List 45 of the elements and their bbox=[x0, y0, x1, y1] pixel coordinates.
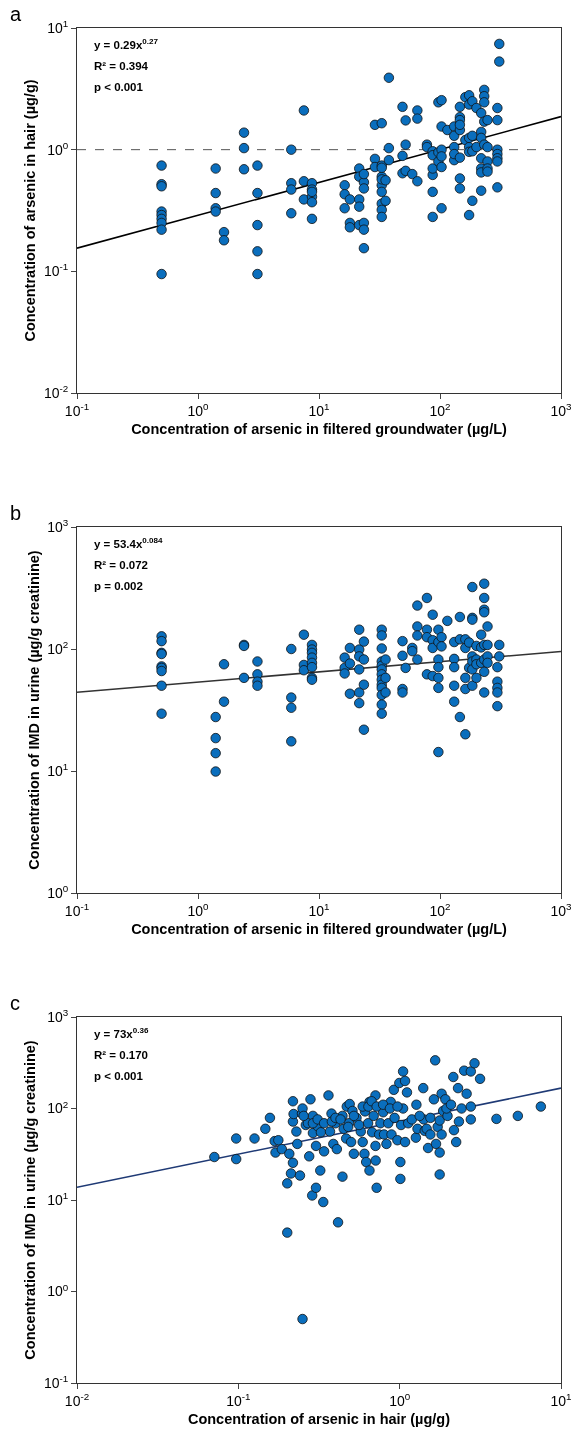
y-axis-title: Concentration of IMD in urine (µg/g creatinine) bbox=[22, 1040, 39, 1360]
annotation: p = 0.002 bbox=[94, 580, 143, 592]
annotation: y = 53.4x$^{0.084}$ bbox=[94, 536, 163, 550]
y-tick-label: 10$^{3}$ bbox=[47, 1007, 69, 1025]
x-tick-label: 10$^{2}$ bbox=[429, 900, 451, 919]
chart-title: c bbox=[10, 992, 20, 1014]
x-tick-label: 10$^{0}$ bbox=[187, 900, 210, 919]
y-axis-title: Concentration of IMD in urine (µg/g creatinine) bbox=[25, 550, 42, 870]
y-tick-label: 10$^{0}$ bbox=[47, 139, 69, 158]
x-tick-label: 10$^{2}$ bbox=[429, 400, 451, 419]
y-tick-label: 10$^{-1}$ bbox=[43, 1373, 69, 1391]
annotation: y = 0.29x$^{0.27}$ bbox=[94, 37, 159, 51]
x-tick-label: 10$^{0}$ bbox=[187, 400, 210, 419]
y-tick-label: 10$^{0}$ bbox=[47, 1281, 69, 1300]
annotation: p < 0.001 bbox=[94, 1070, 144, 1082]
y-tick-label: 10$^{-1}$ bbox=[43, 261, 69, 280]
annotation: R² = 0.072 bbox=[94, 559, 149, 571]
y-tick-label: 10$^{1}$ bbox=[47, 18, 69, 36]
y-tick-label: 10$^{1}$ bbox=[47, 761, 69, 779]
x-tick-label: 10$^{1}$ bbox=[308, 400, 330, 419]
x-tick-label: 10$^{3}$ bbox=[550, 400, 573, 419]
x-tick-label: 10$^{-1}$ bbox=[226, 1390, 251, 1409]
y-tick-label: 10$^{1}$ bbox=[47, 1190, 69, 1208]
x-tick-label: 10$^{-1}$ bbox=[64, 400, 90, 419]
x-axis-title: Concentration of arsenic in filtered groundwater (µg/L) bbox=[131, 421, 508, 438]
x-axis-title: Concentration of arsenic in filtered groundwater (µg/L) bbox=[131, 921, 508, 938]
chart-title: b bbox=[10, 502, 22, 524]
y-tick-label: 10$^{2}$ bbox=[47, 639, 69, 657]
annotation: p < 0.001 bbox=[94, 81, 144, 93]
x-tick-label: 10$^{1}$ bbox=[550, 1390, 572, 1409]
annotation: R² = 0.394 bbox=[94, 60, 149, 72]
x-axis-title: Concentration of arsenic in hair (µg/g) bbox=[187, 1411, 451, 1428]
x-tick-label: 10$^{1}$ bbox=[308, 900, 330, 919]
x-tick-label: 10$^{0}$ bbox=[389, 1390, 411, 1409]
x-tick-label: 10$^{3}$ bbox=[550, 900, 573, 919]
x-tick-label: 10$^{-2}$ bbox=[64, 1390, 90, 1409]
y-tick-label: 10$^{0}$ bbox=[47, 883, 69, 901]
annotation: y = 73x$^{0.36}$ bbox=[94, 1026, 149, 1040]
x-tick-label: 10$^{-1}$ bbox=[64, 900, 90, 919]
annotation: R² = 0.170 bbox=[94, 1049, 149, 1061]
chart-title: a bbox=[10, 3, 22, 25]
y-tick-label: 10$^{3}$ bbox=[47, 517, 69, 535]
y-axis-title: Concentration of arsenic in hair (µg/g) bbox=[22, 79, 39, 342]
y-tick-label: 10$^{2}$ bbox=[47, 1098, 69, 1117]
y-tick-label: 10$^{-2}$ bbox=[43, 383, 69, 401]
